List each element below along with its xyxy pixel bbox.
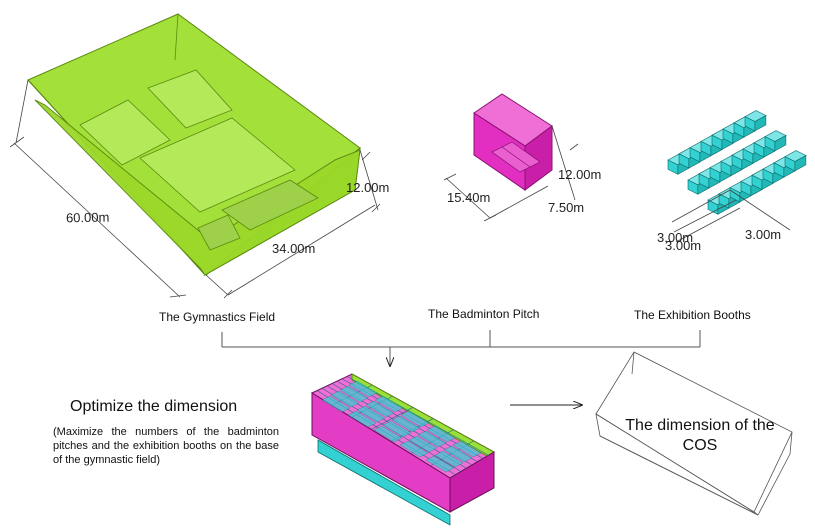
booth-cube [774, 134, 787, 152]
gymnastics-field-label: The Gymnastics Field [159, 310, 276, 324]
gym-width-label: 34.00m [272, 241, 316, 256]
cos-label: The dimension of the COS [625, 417, 775, 454]
badminton-pitch-box [473, 93, 553, 191]
model-booth-tile [452, 440, 482, 458]
connector-lines [221, 330, 701, 366]
gym-height-label: 12.00m [346, 180, 390, 195]
model-booth-tile [347, 410, 377, 428]
model-booth-tile [434, 450, 464, 468]
optimize-description: (Maximize the numbers of the badminton p… [53, 426, 279, 466]
badminton-height-label: 12.00m [558, 167, 602, 182]
booth-dim-c-label: 3.00m [745, 227, 782, 242]
badminton-width-label: 7.50m [548, 200, 585, 215]
model-grid-line [371, 407, 413, 430]
model-booth-tile [373, 425, 403, 443]
exhibition-booths-label: The Exhibition Booths [634, 308, 751, 322]
booth-dim-b-label: 3.00m [665, 238, 702, 253]
booth-cube [754, 114, 767, 132]
model-booth-tile [408, 435, 438, 453]
model-booth-tile [391, 415, 421, 433]
model-booth-tile [425, 455, 455, 473]
model-booth-tile [348, 380, 378, 398]
model-booth-tile [443, 445, 473, 463]
model-booth-tile [400, 410, 430, 428]
gymnastics-field-box [27, 13, 361, 276]
badminton-length-label: 15.40m [447, 190, 491, 205]
gymnastics-dimension-lines [9, 79, 381, 299]
model-booth-tile [365, 400, 395, 418]
cos-wireframe-box [595, 351, 793, 516]
badminton-dimension-lines [443, 125, 579, 222]
model-booth-tile [330, 390, 360, 408]
optimized-model [310, 373, 496, 526]
model-booth-tile [374, 395, 404, 413]
booth-cube [794, 154, 807, 172]
booth-dim-a-label: 3.00m [657, 230, 694, 245]
gym-length-label: 60.00m [65, 209, 110, 226]
model-booth-tile [321, 395, 351, 413]
model-booth-tile [382, 420, 412, 438]
model-booth-tile [356, 405, 386, 423]
exhibition-booths-group [667, 110, 807, 215]
model-booth-tile [426, 425, 456, 443]
badminton-pitch-label: The Badminton Pitch [428, 307, 540, 321]
model-booth-tile [339, 385, 369, 403]
optimize-title: Optimize the dimension [70, 398, 238, 415]
exhibition-dimension-lines [671, 189, 791, 243]
model-booth-tile [399, 440, 429, 458]
model-booth-tile [417, 430, 447, 448]
